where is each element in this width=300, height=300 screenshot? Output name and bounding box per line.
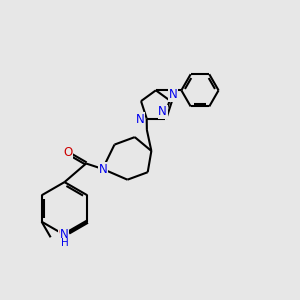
Text: N: N — [136, 113, 145, 126]
Text: N: N — [99, 163, 108, 176]
Text: N: N — [169, 88, 178, 101]
Text: H: H — [61, 238, 68, 248]
Text: O: O — [63, 146, 73, 159]
Text: N: N — [60, 228, 69, 241]
Text: O: O — [58, 226, 68, 239]
Text: N: N — [158, 106, 167, 118]
